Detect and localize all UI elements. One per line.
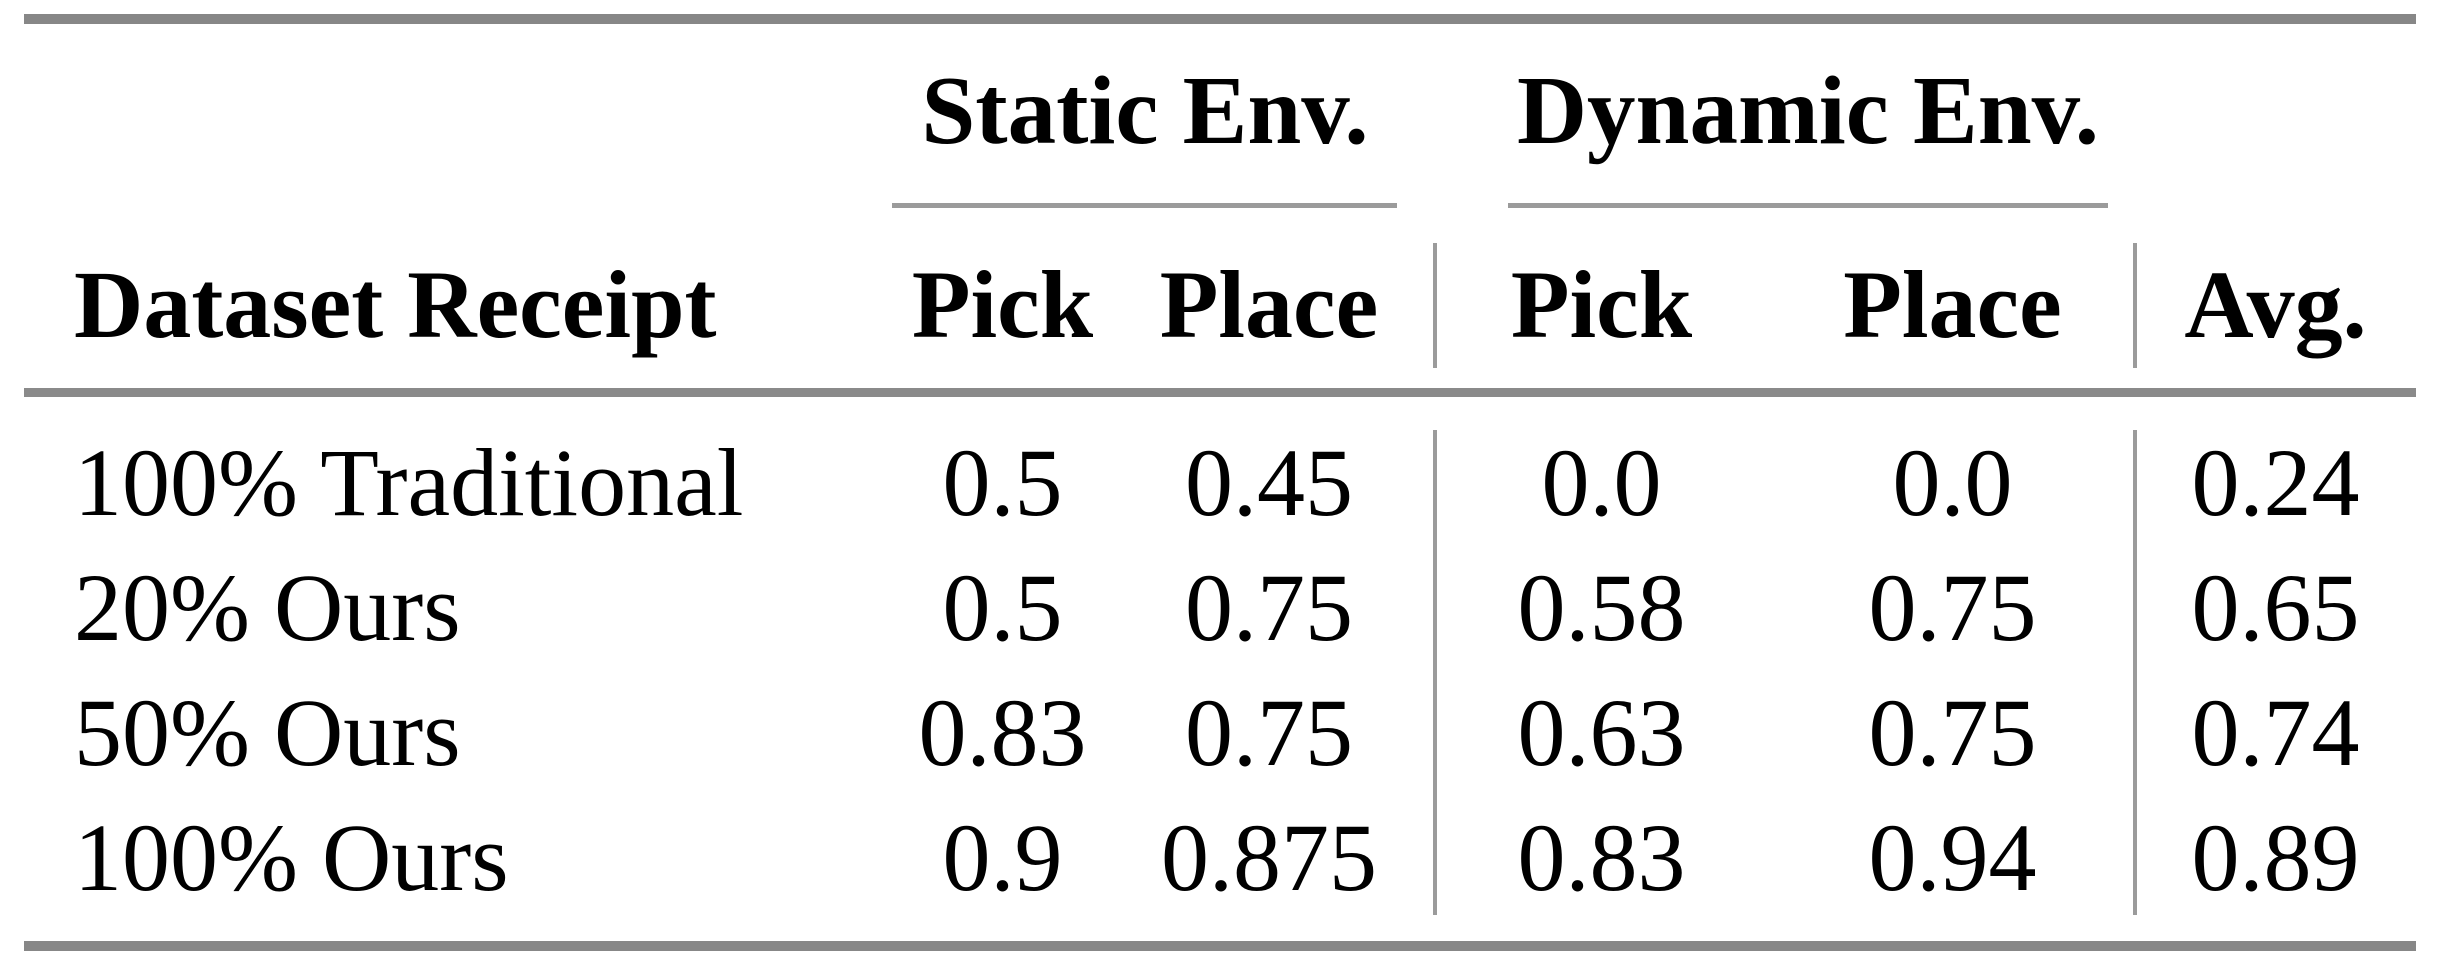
static-env-cmidrule: [892, 203, 1397, 208]
cell-avg: 0.24: [2191, 428, 2360, 536]
header-static-place: Place: [1159, 251, 1379, 358]
cell-avg: 0.89: [2191, 803, 2360, 911]
group-separator-1-header: [1433, 243, 1437, 368]
column-group-dynamic-env: Dynamic Env.: [1516, 57, 2100, 164]
group-separator-2-header: [2133, 243, 2137, 368]
table-row: 100% Traditional 0.5 0.45 0.0 0.0 0.24: [24, 420, 2416, 545]
bottom-rule: [24, 941, 2416, 951]
top-rule: [24, 14, 2416, 24]
cell-dynamic-pick: 0.63: [1517, 678, 1686, 786]
cell-dynamic-pick: 0.83: [1517, 803, 1686, 911]
cell-static-pick: 0.9: [942, 803, 1063, 911]
cell-static-pick: 0.83: [918, 678, 1087, 786]
row-label: 100% Traditional: [74, 428, 744, 536]
group-separator-2-body: [2133, 430, 2137, 915]
header-dynamic-place: Place: [1843, 251, 2062, 358]
cell-avg: 0.74: [2191, 678, 2360, 786]
cell-static-place: 0.75: [1185, 678, 1353, 786]
cell-static-place: 0.45: [1185, 428, 1353, 536]
table-body: 100% Traditional 0.5 0.45 0.0 0.0 0.24 2…: [24, 420, 2416, 920]
row-label: 100% Ours: [74, 803, 509, 911]
mid-rule: [24, 388, 2416, 397]
header-dynamic-pick: Pick: [1510, 251, 1693, 358]
table-row: 20% Ours 0.5 0.75 0.58 0.75 0.65: [24, 545, 2416, 670]
cell-dynamic-pick: 0.0: [1541, 428, 1662, 536]
table-row: 100% Ours 0.9 0.875 0.83 0.94 0.89: [24, 795, 2416, 920]
cell-static-pick: 0.5: [942, 553, 1063, 661]
row-label: 50% Ours: [74, 678, 461, 786]
dynamic-env-cmidrule: [1508, 203, 2108, 208]
cell-dynamic-place: 0.75: [1868, 553, 2037, 661]
header-static-pick: Pick: [911, 251, 1094, 358]
cell-static-pick: 0.5: [942, 428, 1063, 536]
table-row: 50% Ours 0.83 0.75 0.63 0.75 0.74: [24, 670, 2416, 795]
table-header-row: Dataset Receipt Pick Place Pick Place Av…: [24, 240, 2416, 370]
cell-static-place: 0.75: [1185, 553, 1353, 661]
column-group-static-env: Static Env.: [921, 57, 1369, 164]
cell-dynamic-place: 0.94: [1868, 803, 2037, 911]
header-avg: Avg.: [2184, 251, 2367, 358]
cell-dynamic-pick: 0.58: [1517, 553, 1686, 661]
header-dataset-receipt: Dataset Receipt: [74, 251, 717, 358]
cell-dynamic-place: 0.75: [1868, 678, 2037, 786]
row-label: 20% Ours: [74, 553, 461, 661]
cell-avg: 0.65: [2191, 553, 2360, 661]
cell-dynamic-place: 0.0: [1892, 428, 2013, 536]
cell-static-place: 0.875: [1161, 803, 1377, 911]
group-separator-1-body: [1433, 430, 1437, 915]
